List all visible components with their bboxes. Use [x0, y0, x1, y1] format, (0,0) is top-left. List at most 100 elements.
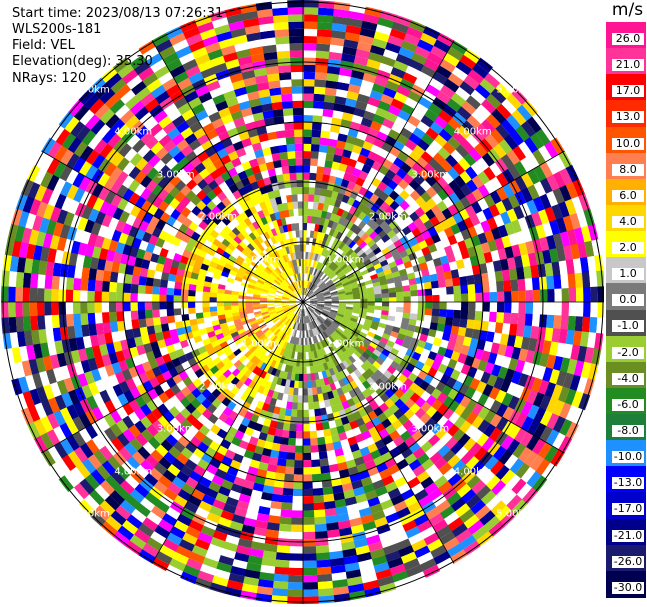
range-gate — [276, 130, 287, 139]
range-gate — [295, 150, 304, 159]
range-gate — [159, 286, 168, 295]
range-gate — [313, 311, 320, 318]
range-gate — [402, 312, 411, 320]
range-gate — [539, 410, 553, 428]
range-gate — [290, 179, 298, 188]
range-gate — [316, 269, 322, 278]
range-gate — [8, 300, 16, 318]
range-gate — [351, 167, 363, 178]
range-gate — [363, 321, 372, 329]
range-gate — [447, 72, 465, 88]
range-gate — [316, 254, 322, 262]
range-gate — [317, 297, 325, 300]
range-gate — [429, 121, 444, 135]
range-gate — [490, 480, 507, 496]
range-gate — [385, 273, 394, 281]
range-gate — [278, 523, 292, 532]
range-gate — [202, 301, 210, 308]
range-gate — [338, 261, 346, 269]
range-gate — [353, 340, 362, 348]
range-gate — [289, 43, 305, 51]
range-gate — [58, 301, 67, 315]
range-gate — [332, 154, 343, 164]
range-gate — [331, 305, 339, 308]
range-gate — [513, 427, 528, 444]
range-gate — [345, 165, 356, 175]
range-gate — [216, 297, 225, 302]
range-gate — [311, 129, 322, 138]
range-gate — [303, 50, 318, 58]
range-gate — [344, 98, 358, 108]
range-gate — [511, 442, 527, 460]
range-gate — [489, 190, 503, 205]
range-gate — [459, 80, 476, 96]
range-gate — [444, 436, 458, 451]
range-gate — [305, 280, 309, 289]
range-gate — [405, 65, 422, 79]
range-gate — [555, 370, 567, 388]
range-gate — [574, 272, 584, 289]
range-gate — [434, 264, 444, 275]
range-gate — [450, 350, 461, 362]
range-gate — [360, 79, 375, 91]
range-gate — [312, 487, 324, 496]
range-gate — [379, 211, 390, 221]
range-gate — [355, 48, 371, 60]
range-gate — [469, 255, 479, 267]
range-gate — [396, 85, 412, 98]
range-gate — [473, 368, 485, 382]
range-gate — [400, 145, 414, 157]
range-gate — [419, 32, 438, 47]
range-gate — [384, 356, 394, 366]
range-gate — [310, 452, 320, 461]
range-gate — [351, 266, 360, 274]
range-gate — [316, 294, 324, 298]
range-gate — [379, 259, 389, 268]
range-gate — [327, 282, 335, 288]
range-gate — [346, 248, 355, 257]
range-gate — [328, 252, 335, 260]
range-gate — [360, 117, 374, 128]
range-gate — [510, 478, 527, 496]
range-gate — [317, 298, 325, 301]
range-gate — [374, 225, 384, 235]
range-gate — [306, 237, 311, 245]
range-gate — [291, 79, 304, 87]
range-gate — [453, 416, 466, 430]
range-gate — [316, 279, 323, 287]
range-gate — [302, 531, 316, 540]
range-gate — [313, 194, 321, 203]
range-gate — [455, 86, 472, 102]
range-gate — [314, 545, 330, 554]
range-gate — [292, 488, 303, 497]
range-gate — [209, 296, 217, 302]
range-gate — [292, 201, 299, 210]
range-gate — [350, 352, 359, 361]
range-gate — [358, 86, 373, 98]
range-gate — [529, 132, 545, 151]
range-gate — [521, 487, 538, 505]
range-gate — [439, 431, 453, 445]
range-gate — [375, 356, 385, 366]
range-gate — [306, 266, 309, 274]
range-gate — [331, 302, 339, 305]
range-gate — [487, 239, 498, 253]
range-gate — [354, 325, 363, 332]
range-gate — [387, 315, 396, 322]
range-gate — [338, 295, 346, 299]
range-gate — [290, 57, 304, 66]
range-gate — [488, 281, 497, 293]
range-gate — [356, 93, 371, 104]
range-gate — [130, 283, 139, 294]
range-gate — [540, 462, 557, 481]
range-gate — [307, 387, 313, 396]
range-gate — [303, 129, 313, 137]
range-gate — [285, 459, 295, 468]
range-gate — [440, 159, 454, 173]
range-gate — [459, 318, 468, 329]
range-gate — [309, 237, 314, 246]
range-gate — [340, 276, 348, 283]
range-gate — [408, 58, 425, 72]
range-gate — [296, 409, 303, 418]
range-gate — [580, 225, 592, 244]
